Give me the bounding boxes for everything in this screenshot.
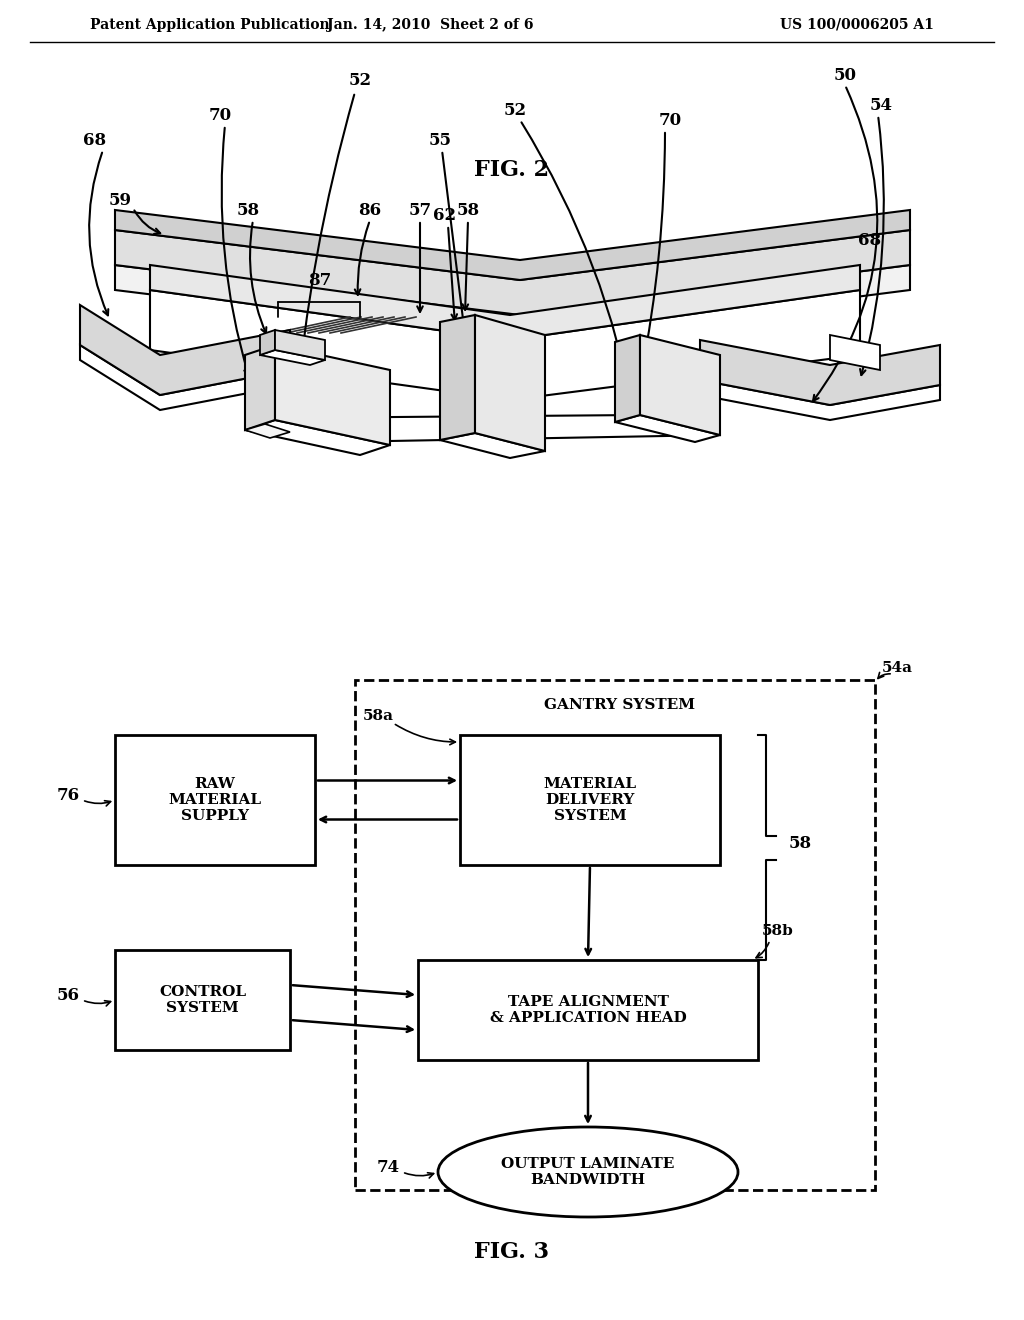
Polygon shape (440, 433, 545, 458)
Text: 70: 70 (209, 107, 231, 124)
Polygon shape (245, 424, 290, 438)
Text: 54: 54 (870, 96, 893, 114)
Text: 58: 58 (788, 834, 812, 851)
Polygon shape (245, 345, 275, 430)
Polygon shape (830, 335, 880, 370)
Text: 70: 70 (658, 112, 682, 129)
Polygon shape (115, 230, 910, 315)
Polygon shape (80, 305, 290, 395)
Text: 56: 56 (56, 987, 80, 1005)
Polygon shape (260, 330, 275, 355)
Polygon shape (615, 335, 640, 422)
Polygon shape (245, 420, 390, 455)
Polygon shape (440, 315, 475, 440)
Text: 55: 55 (428, 132, 452, 149)
Polygon shape (275, 330, 325, 360)
Text: 58a: 58a (362, 709, 393, 723)
Text: 86: 86 (358, 202, 382, 219)
FancyBboxPatch shape (355, 680, 874, 1191)
Text: 87: 87 (308, 272, 332, 289)
Text: 54a: 54a (882, 661, 913, 675)
FancyBboxPatch shape (460, 735, 720, 865)
Text: 59: 59 (109, 191, 131, 209)
Text: 52: 52 (348, 73, 372, 88)
Text: FIG. 3: FIG. 3 (474, 1241, 550, 1263)
Text: Jan. 14, 2010  Sheet 2 of 6: Jan. 14, 2010 Sheet 2 of 6 (327, 18, 534, 32)
FancyBboxPatch shape (418, 960, 758, 1060)
Text: 74: 74 (377, 1159, 399, 1176)
Text: 76: 76 (56, 787, 80, 804)
Polygon shape (115, 210, 910, 280)
Polygon shape (700, 341, 940, 405)
Text: 52: 52 (504, 102, 526, 119)
Polygon shape (275, 345, 390, 445)
Text: US 100/0006205 A1: US 100/0006205 A1 (780, 18, 934, 32)
Polygon shape (150, 290, 860, 400)
Polygon shape (640, 335, 720, 436)
FancyBboxPatch shape (115, 735, 315, 865)
Text: RAW
MATERIAL
SUPPLY: RAW MATERIAL SUPPLY (168, 776, 261, 824)
Polygon shape (80, 345, 290, 411)
Text: 62: 62 (433, 207, 457, 224)
Polygon shape (115, 265, 910, 341)
Polygon shape (150, 265, 860, 341)
Text: OUTPUT LAMINATE
BANDWIDTH: OUTPUT LAMINATE BANDWIDTH (502, 1156, 675, 1187)
Text: 58: 58 (237, 202, 259, 219)
Polygon shape (700, 380, 940, 420)
Ellipse shape (438, 1127, 738, 1217)
Polygon shape (260, 350, 325, 366)
Text: 58b: 58b (762, 924, 794, 939)
Text: 58: 58 (457, 202, 479, 219)
Text: 68: 68 (83, 132, 106, 149)
Text: GANTRY SYSTEM: GANTRY SYSTEM (545, 698, 695, 711)
Text: 50: 50 (834, 67, 856, 84)
Text: 57: 57 (409, 202, 431, 219)
Text: MATERIAL
DELIVERY
SYSTEM: MATERIAL DELIVERY SYSTEM (544, 776, 637, 824)
Polygon shape (615, 414, 720, 442)
Text: CONTROL
SYSTEM: CONTROL SYSTEM (159, 985, 246, 1015)
FancyBboxPatch shape (115, 950, 290, 1049)
Text: Patent Application Publication: Patent Application Publication (90, 18, 330, 32)
Text: FIG. 2: FIG. 2 (474, 158, 550, 181)
Polygon shape (475, 315, 545, 451)
Text: TAPE ALIGNMENT
& APPLICATION HEAD: TAPE ALIGNMENT & APPLICATION HEAD (489, 995, 686, 1026)
Text: 68: 68 (858, 232, 882, 249)
